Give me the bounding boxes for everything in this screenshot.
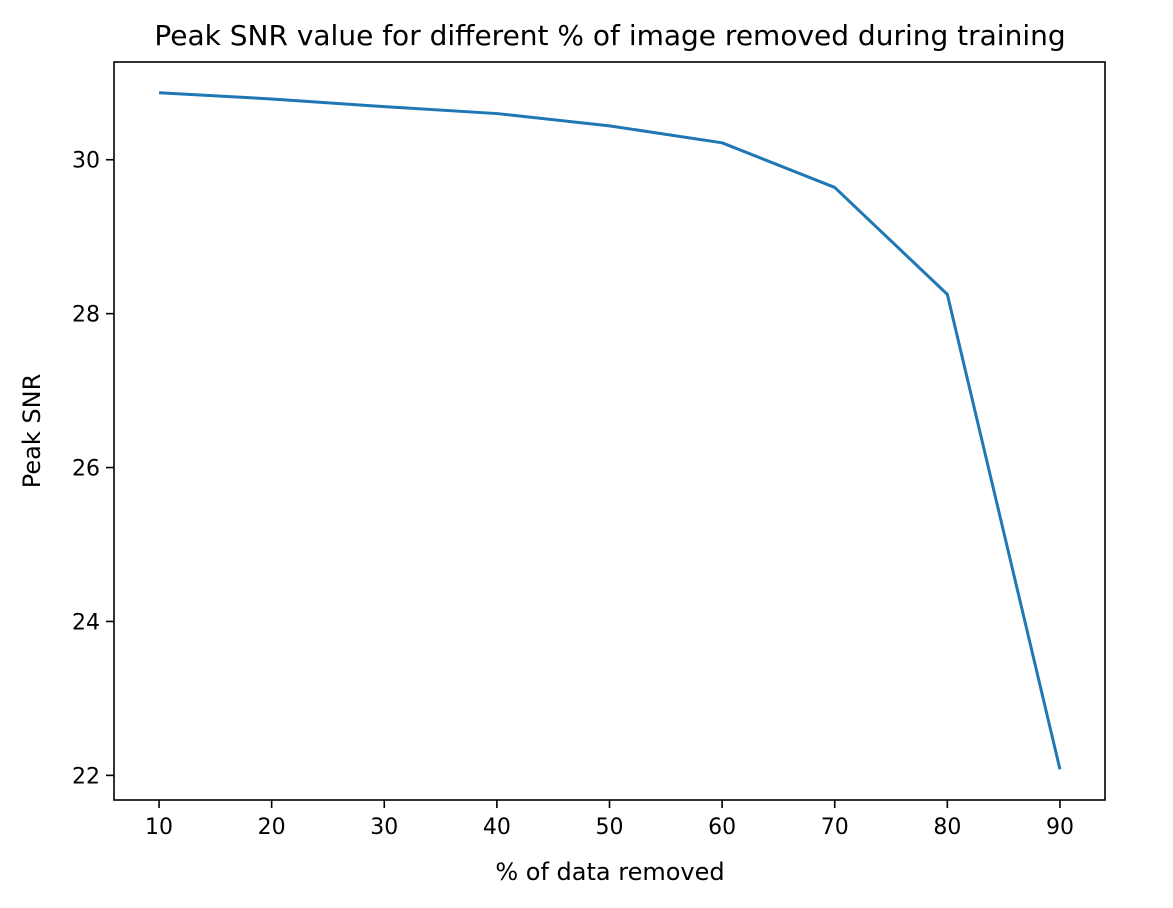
chart-title: Peak SNR value for different % of image … xyxy=(154,19,1065,52)
y-tick-label: 28 xyxy=(72,303,100,328)
plot-frame xyxy=(113,61,1106,801)
series-line xyxy=(158,91,1062,770)
y-tick-label: 22 xyxy=(72,764,100,789)
y-tick-label: 30 xyxy=(72,149,100,174)
y-axis-label: Peak SNR xyxy=(18,374,46,488)
x-axis: 10 20 30 40 50 60 70 80 90 xyxy=(145,800,1074,840)
x-tick-label: 60 xyxy=(708,815,736,840)
series-group xyxy=(158,91,1062,770)
x-tick-label: 70 xyxy=(821,815,849,840)
x-tick-label: 30 xyxy=(370,815,398,840)
x-tick-label: 10 xyxy=(145,815,173,840)
x-tick-label: 80 xyxy=(933,815,961,840)
x-tick-label: 90 xyxy=(1046,815,1074,840)
x-tick-label: 40 xyxy=(483,815,511,840)
plot-background xyxy=(114,62,1105,800)
x-axis-label: % of data removed xyxy=(495,858,724,886)
plot-area: 10 20 30 40 50 60 70 80 90 22 24 26 28 30 xyxy=(72,61,1106,840)
y-tick-label: 26 xyxy=(72,457,100,482)
x-tick-label: 50 xyxy=(596,815,624,840)
y-tick-label: 24 xyxy=(72,610,100,635)
y-axis: 22 24 26 28 30 xyxy=(72,149,114,789)
x-tick-label: 20 xyxy=(258,815,286,840)
